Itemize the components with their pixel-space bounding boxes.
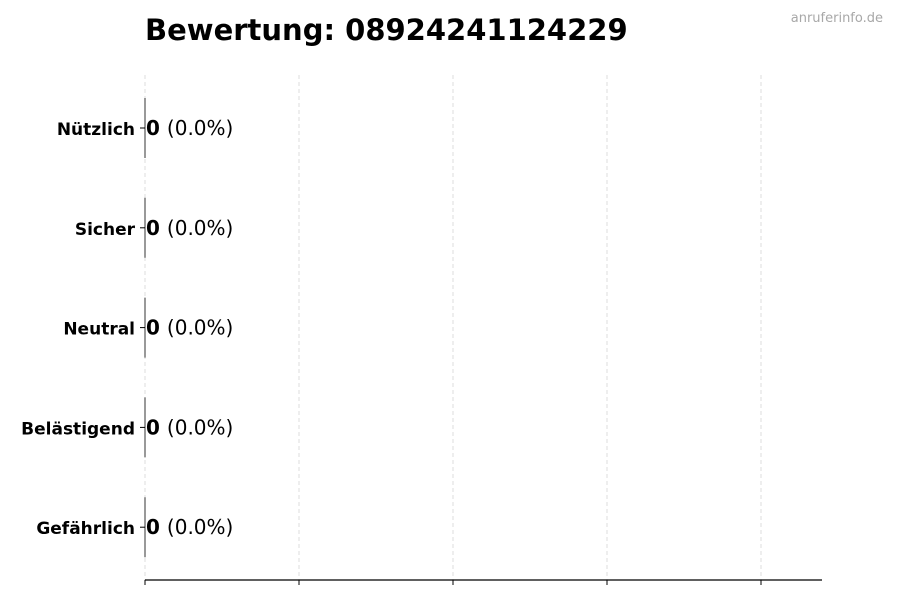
- percent-value: (0.0%): [167, 316, 233, 340]
- count-value: 0: [146, 415, 160, 439]
- data-label: 0 (0.0%): [146, 415, 233, 439]
- category-label: Neutral: [63, 320, 135, 340]
- count-value: 0: [146, 515, 160, 539]
- percent-value: (0.0%): [167, 216, 233, 240]
- category-labels: Nützlich Sicher Neutral Belästigend Gefährli…: [21, 120, 145, 539]
- count-value: 0: [146, 216, 160, 240]
- percent-value: (0.0%): [167, 116, 233, 140]
- category-label: Gefährlich: [36, 519, 135, 539]
- category-label: Belästigend: [21, 419, 135, 439]
- count-value: 0: [146, 116, 160, 140]
- data-label: 0 (0.0%): [146, 116, 233, 140]
- percent-value: (0.0%): [167, 415, 233, 439]
- data-labels: 0 (0.0%) 0 (0.0%) 0 (0.0%) 0 (0.0%) 0 (0.0%): [146, 116, 233, 539]
- chart-title: Bewertung: 08924241124229: [145, 13, 628, 47]
- category-label: Sicher: [75, 220, 136, 240]
- grid-lines: [144, 75, 762, 580]
- data-label: 0 (0.0%): [146, 316, 233, 340]
- category-label: Nützlich: [57, 120, 135, 140]
- x-ticks: [144, 580, 762, 585]
- count-value: 0: [146, 316, 160, 340]
- watermark: anruferinfo.de: [791, 11, 883, 26]
- data-label: 0 (0.0%): [146, 216, 233, 240]
- data-label: 0 (0.0%): [146, 515, 233, 539]
- percent-value: (0.0%): [167, 515, 233, 539]
